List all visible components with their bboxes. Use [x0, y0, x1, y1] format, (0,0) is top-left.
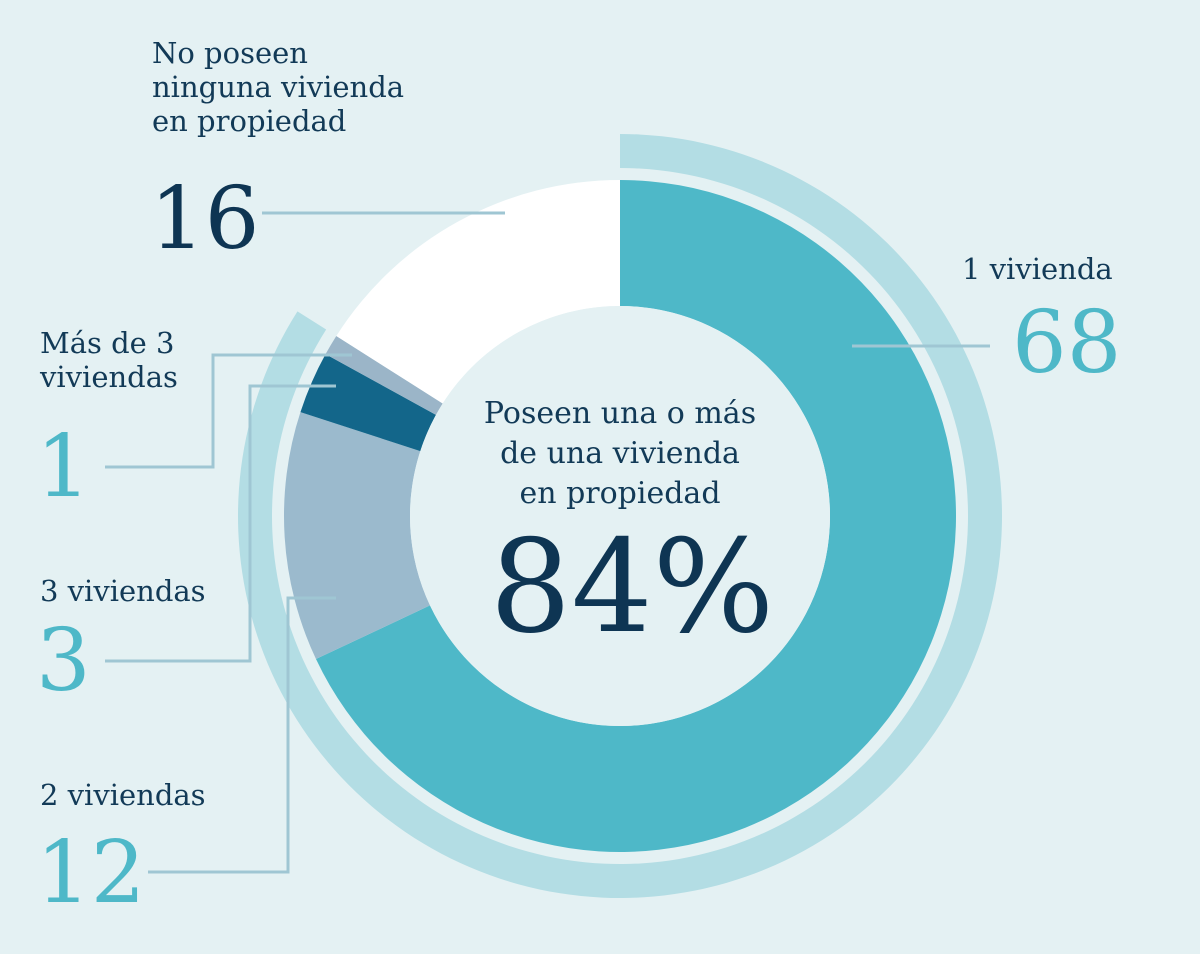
center-caption-line-2: de una vivienda — [500, 436, 740, 471]
value-three: 3 — [36, 611, 91, 711]
value-one: 68 — [1012, 293, 1122, 393]
leader-three — [105, 384, 336, 663]
center-value: 84% — [489, 513, 775, 662]
label-more-than-three-line-1: Más de 3 — [40, 326, 175, 360]
center-caption: Poseen una o más de una vivienda en prop… — [440, 394, 800, 514]
slice-none — [336, 180, 620, 404]
leader-lines — [105, 211, 990, 874]
value-two: 12 — [36, 823, 146, 923]
label-none-line-1: No poseen — [152, 36, 308, 70]
donut-hole — [410, 306, 830, 726]
label-one: 1 vivienda — [962, 252, 1113, 286]
value-more-than-three: 1 — [36, 417, 91, 517]
slice-three — [300, 354, 436, 452]
center-caption-line-3: en propiedad — [519, 476, 721, 511]
slice-one — [315, 180, 956, 852]
value-none: 16 — [150, 169, 260, 269]
slice-more-than-three — [325, 335, 443, 415]
leader-more-than-three — [105, 353, 352, 469]
label-none-line-2: ninguna vivienda — [152, 70, 405, 104]
label-two: 2 viviendas — [40, 778, 206, 812]
label-more-than-three: Más de 3 viviendas — [40, 326, 178, 394]
label-none: No poseen ninguna vivienda en propiedad — [152, 36, 404, 138]
label-none-line-3: en propiedad — [152, 104, 347, 138]
leader-two — [148, 596, 336, 874]
center-caption-line-1: Poseen una o más — [483, 396, 757, 431]
label-three: 3 viviendas — [40, 574, 206, 608]
label-more-than-three-line-2: viviendas — [40, 360, 178, 394]
